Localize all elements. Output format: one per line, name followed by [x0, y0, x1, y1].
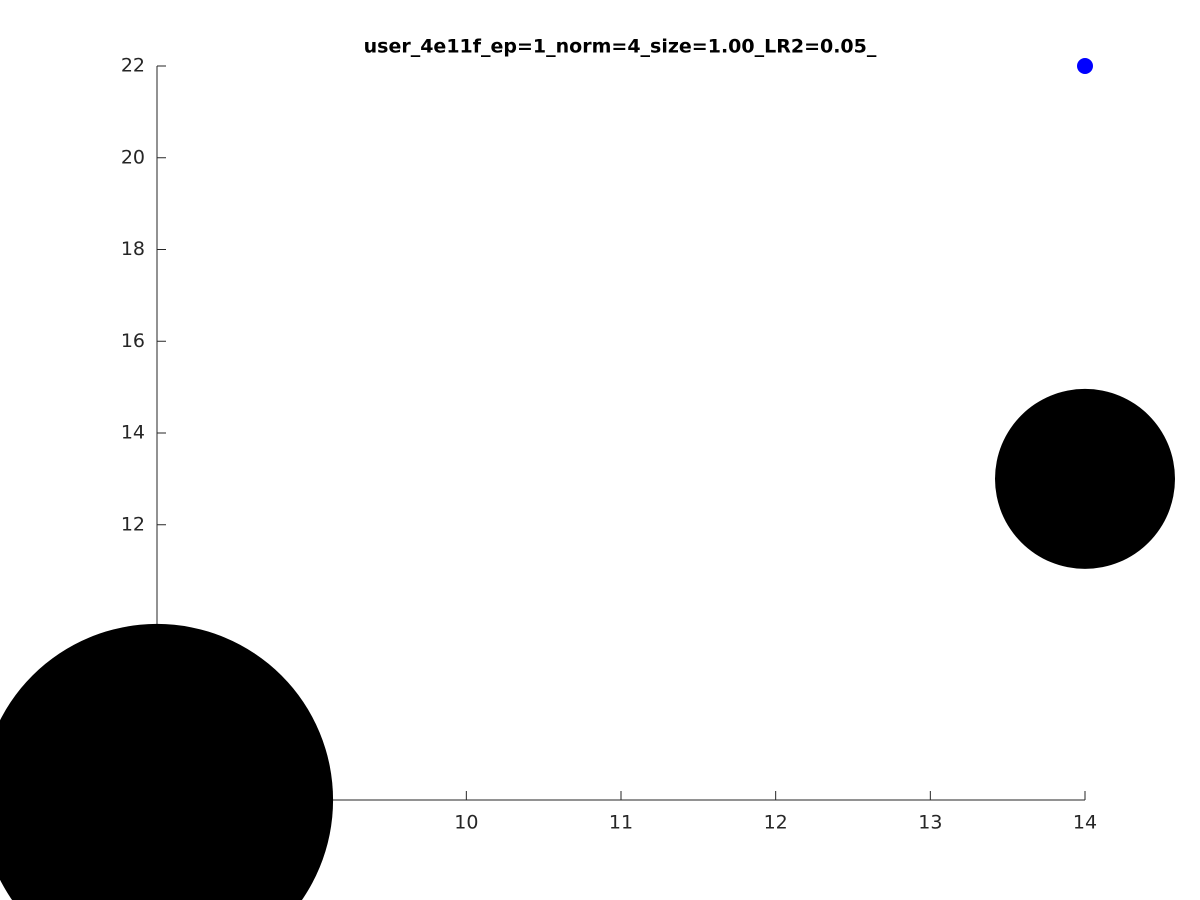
scatter-point — [995, 388, 1175, 569]
y-tick-label: 14 — [121, 422, 145, 444]
x-tick-label: 13 — [918, 812, 942, 834]
scatter-point — [0, 623, 334, 900]
scatter-point — [1077, 58, 1093, 74]
y-tick-label: 18 — [121, 238, 145, 260]
y-tick-label: 20 — [121, 146, 145, 168]
x-tick-label: 10 — [454, 812, 478, 834]
x-tick-label: 12 — [764, 812, 788, 834]
y-tick-label: 22 — [121, 55, 145, 77]
y-tick-label: 16 — [121, 330, 145, 352]
y-tick-label: 12 — [121, 513, 145, 535]
x-tick-label: 14 — [1073, 812, 1097, 834]
x-tick-label: 11 — [609, 812, 633, 834]
chart-title: user_4e11f_ep=1_norm=4_size=1.00_LR2=0.0… — [364, 36, 877, 58]
